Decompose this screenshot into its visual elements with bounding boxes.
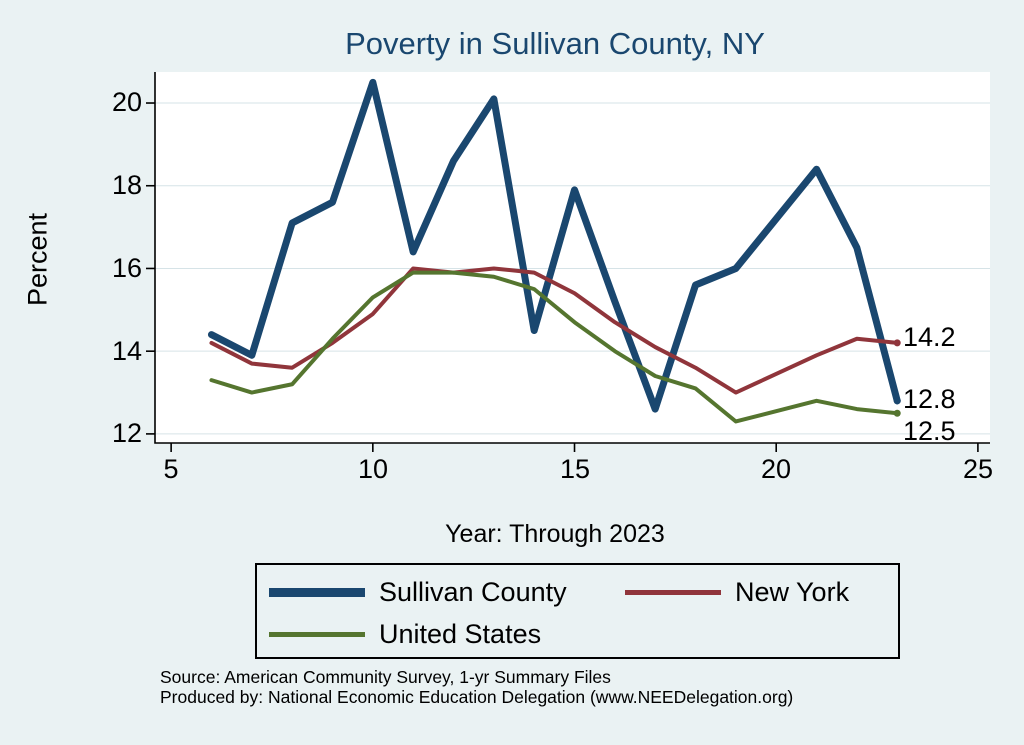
end-label-sullivan-county: 12.8 — [903, 384, 956, 414]
legend-label-new-york: New York — [735, 576, 850, 607]
y-tick-label-18: 18 — [111, 170, 142, 200]
y-tick-label-14: 14 — [111, 336, 142, 366]
legend-row-2: United States — [269, 613, 898, 655]
legend: Sullivan County New York United States — [255, 563, 900, 659]
x-tick-label-15: 15 — [559, 454, 591, 484]
end-label-new-york: 14.2 — [903, 322, 956, 352]
end-label-united-states: 12.5 — [903, 416, 956, 446]
y-axis-label: Percent — [22, 212, 53, 307]
x-tick-label-10: 10 — [357, 454, 389, 484]
produced-by-note: Produced by: National Economic Education… — [160, 687, 794, 707]
legend-line-sample-sullivan-county — [269, 587, 365, 597]
chart-title: Poverty in Sullivan County, NY — [345, 26, 765, 61]
legend-label-united-states: United States — [379, 618, 542, 649]
legend-line-sample-united-states — [269, 631, 365, 637]
legend-line-sample-new-york — [625, 589, 721, 595]
x-tick-label-20: 20 — [760, 454, 792, 484]
source-note: Source: American Community Survey, 1-yr … — [160, 667, 611, 687]
x-axis-title: Year: Through 2023 — [445, 520, 665, 548]
y-tick-label-16: 16 — [111, 253, 142, 283]
y-tick-label-20: 20 — [111, 87, 142, 117]
y-tick-label-12: 12 — [111, 418, 142, 448]
legend-row-1: Sullivan County New York — [269, 571, 898, 613]
legend-label-sullivan-county: Sullivan County — [379, 576, 567, 607]
x-tick-label-25: 25 — [962, 454, 994, 484]
x-tick-label-5: 5 — [163, 454, 179, 484]
